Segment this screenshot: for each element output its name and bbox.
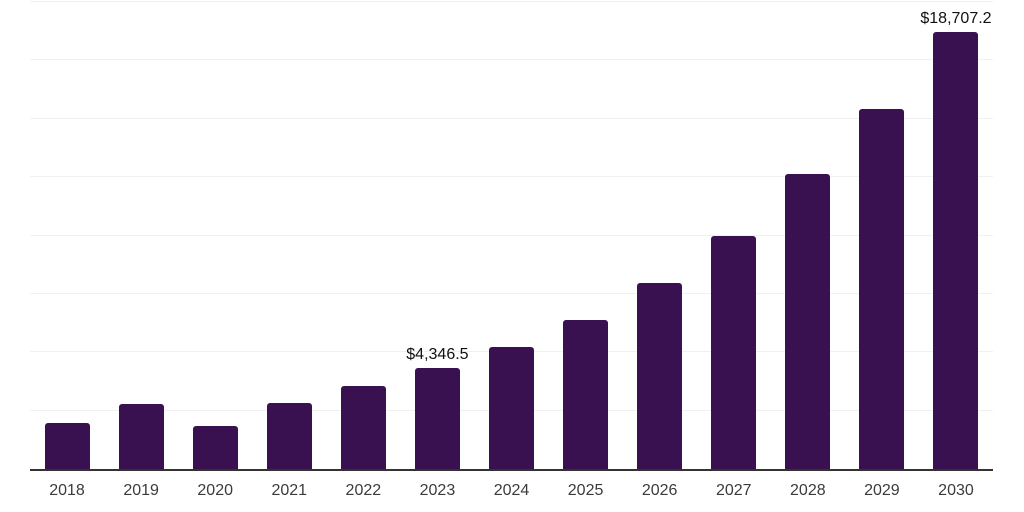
- bar-slot-2022: [326, 2, 400, 469]
- x-tick-2019: 2019: [123, 482, 159, 499]
- bar-slot-2024: [474, 2, 548, 469]
- bar-2030: [933, 32, 979, 469]
- bars-row: $4,346.5 $18,707.2: [30, 2, 993, 469]
- x-tick-2029: 2029: [864, 482, 900, 499]
- bar-slot-2030: $18,707.2: [919, 2, 993, 469]
- bar-2020: [192, 426, 238, 469]
- bar-2025: [563, 320, 609, 469]
- x-tick-2027: 2027: [715, 482, 752, 499]
- x-tick-2025: 2025: [567, 482, 604, 499]
- bar-slot-2026: [623, 2, 697, 469]
- bar-slot-2019: [104, 2, 178, 469]
- x-tick-2030: 2030: [938, 482, 974, 499]
- x-tick-2026: 2026: [641, 482, 678, 499]
- x-tick-2020: 2020: [197, 482, 233, 499]
- bar-2022: [340, 386, 386, 469]
- bar-2027: [711, 235, 757, 469]
- value-label-2030: $18,707.2: [920, 10, 992, 28]
- bar-slot-2020: [178, 2, 252, 469]
- gridline: [30, 59, 993, 61]
- bar-2026: [637, 283, 683, 469]
- bar-slot-2027: [697, 2, 771, 469]
- bar-slot-2023: $4,346.5: [400, 2, 474, 469]
- gridline: [30, 292, 993, 294]
- bar-2029: [859, 108, 905, 469]
- bar-2028: [785, 173, 831, 469]
- gridline: [30, 1, 993, 2]
- x-axis-line: [30, 469, 993, 471]
- gridline: [30, 176, 993, 178]
- x-tick-2028: 2028: [790, 482, 826, 499]
- gridline: [30, 234, 993, 236]
- plot-area: $4,346.5 $18,707.2: [30, 1, 993, 469]
- bar-slot-2018: [30, 2, 104, 469]
- bar-slot-2028: [771, 2, 845, 469]
- bar-slot-2021: [252, 2, 326, 469]
- bar-slot-2025: [549, 2, 623, 469]
- x-tick-2022: 2022: [345, 482, 382, 499]
- x-tick-2023: 2023: [419, 482, 456, 499]
- x-tick-2021: 2021: [271, 482, 308, 499]
- bar-2021: [266, 403, 312, 469]
- bar-2019: [118, 403, 164, 469]
- bar-2024: [489, 347, 534, 469]
- gridline: [30, 117, 993, 119]
- value-label-2023: $4,346.5: [406, 345, 469, 363]
- x-axis-labels: 2018 2019 2020 2021 2022 2023 2024 2025 2026 2027…: [30, 483, 993, 499]
- bar-2018: [44, 423, 90, 469]
- x-tick-2018: 2018: [49, 482, 85, 499]
- x-tick-2024: 2024: [493, 482, 530, 499]
- bar-slot-2029: [845, 2, 919, 469]
- bar-2023: [414, 367, 460, 469]
